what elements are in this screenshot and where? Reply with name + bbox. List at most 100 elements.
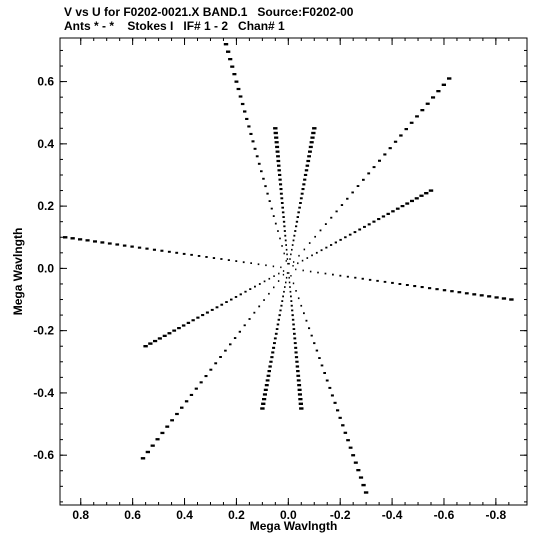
uv-point	[279, 192, 283, 195]
uv-point	[289, 290, 292, 293]
y-axis-ticks: 0.6 0.4 0.2 0.0 -0.2 -0.4 -0.6	[33, 49, 527, 503]
uv-point	[323, 372, 326, 374]
uv-point	[358, 228, 362, 231]
y-axis-label: Mega Wavlngth	[11, 228, 25, 316]
uv-point	[320, 364, 324, 367]
uv-point	[351, 191, 354, 194]
uv-point	[264, 185, 267, 188]
uv-point	[296, 216, 299, 218]
data-points	[63, 43, 514, 494]
uv-point	[334, 241, 337, 244]
uv-point	[165, 425, 170, 428]
uv-point	[353, 461, 358, 464]
uv-point	[276, 323, 280, 326]
uv-point	[442, 289, 447, 292]
uv-point	[230, 65, 235, 68]
uv-point	[162, 334, 167, 337]
uv-point	[243, 110, 247, 113]
uv-point	[280, 202, 284, 204]
uv-point	[239, 293, 242, 296]
uv-point	[457, 291, 462, 294]
uv-point	[262, 398, 267, 401]
uv-point	[145, 247, 149, 250]
uv-point	[248, 318, 251, 320]
uv-point	[214, 362, 218, 365]
uv-point	[308, 327, 311, 330]
uv-point	[274, 141, 279, 144]
uv-point	[315, 251, 318, 254]
uv-point	[294, 230, 297, 232]
uv-point	[283, 225, 286, 228]
uv-point	[253, 311, 256, 314]
uv-point	[299, 202, 302, 204]
uv-point	[196, 316, 200, 319]
uv-point	[281, 300, 284, 302]
uv-point	[215, 306, 219, 309]
uv-point	[339, 238, 342, 241]
uv-point	[294, 346, 298, 349]
uv-point	[245, 117, 249, 120]
x-tick-label: 0.6	[124, 508, 141, 522]
uv-point	[254, 285, 256, 288]
uv-point	[346, 197, 349, 200]
uv-point	[383, 280, 387, 283]
uv-point	[391, 281, 394, 284]
uv-point	[330, 394, 334, 397]
uv-point	[320, 249, 323, 252]
uv-point	[234, 296, 238, 298]
uv-point	[372, 166, 376, 169]
uv-point	[284, 286, 286, 288]
uv-point	[328, 386, 332, 389]
uv-point	[378, 159, 381, 162]
uv-point	[336, 409, 340, 412]
uv-point	[70, 237, 75, 240]
uv-point	[330, 244, 333, 246]
uv-point	[257, 162, 261, 165]
y-tick-label: 0.4	[37, 137, 54, 151]
uv-point	[291, 318, 295, 321]
uv-point	[428, 287, 432, 290]
uv-point	[220, 303, 224, 306]
uv-point	[435, 288, 439, 291]
uv-point	[297, 297, 300, 300]
uv-point	[494, 296, 499, 299]
uv-point	[268, 277, 271, 280]
uv-point	[270, 356, 274, 359]
uv-point	[295, 220, 299, 223]
uv-point	[291, 314, 294, 317]
uv-point	[367, 223, 371, 226]
uv-point	[190, 253, 193, 256]
uv-point	[238, 330, 241, 333]
uv-point	[288, 272, 290, 274]
uv-point	[286, 258, 289, 260]
uv-point	[279, 309, 282, 312]
uv-point	[283, 252, 285, 255]
y-tick-label: -0.4	[33, 386, 54, 400]
uv-point	[292, 323, 295, 326]
uv-point	[295, 365, 300, 368]
uv-point	[431, 96, 436, 99]
uv-point	[303, 173, 308, 176]
uv-point	[223, 43, 229, 46]
uv-point	[319, 229, 322, 232]
uv-point	[289, 258, 291, 260]
uv-point	[278, 173, 282, 176]
y-tick-label: -0.2	[33, 324, 54, 338]
uv-point	[275, 145, 280, 149]
uv-point	[205, 256, 208, 258]
uv-point	[278, 272, 280, 275]
x-axis-label: Mega Wavlngth	[250, 519, 338, 533]
uv-point	[273, 275, 275, 277]
uv-point	[324, 272, 327, 275]
uv-point	[263, 280, 266, 283]
uv-point	[184, 400, 189, 403]
uv-point	[167, 250, 171, 253]
uv-point	[145, 450, 150, 454]
uv-point	[447, 77, 452, 80]
uv-point	[398, 283, 402, 285]
uv-point	[310, 136, 315, 139]
uv-point	[294, 351, 298, 354]
uv-point	[395, 207, 400, 210]
uv-point	[197, 255, 201, 257]
